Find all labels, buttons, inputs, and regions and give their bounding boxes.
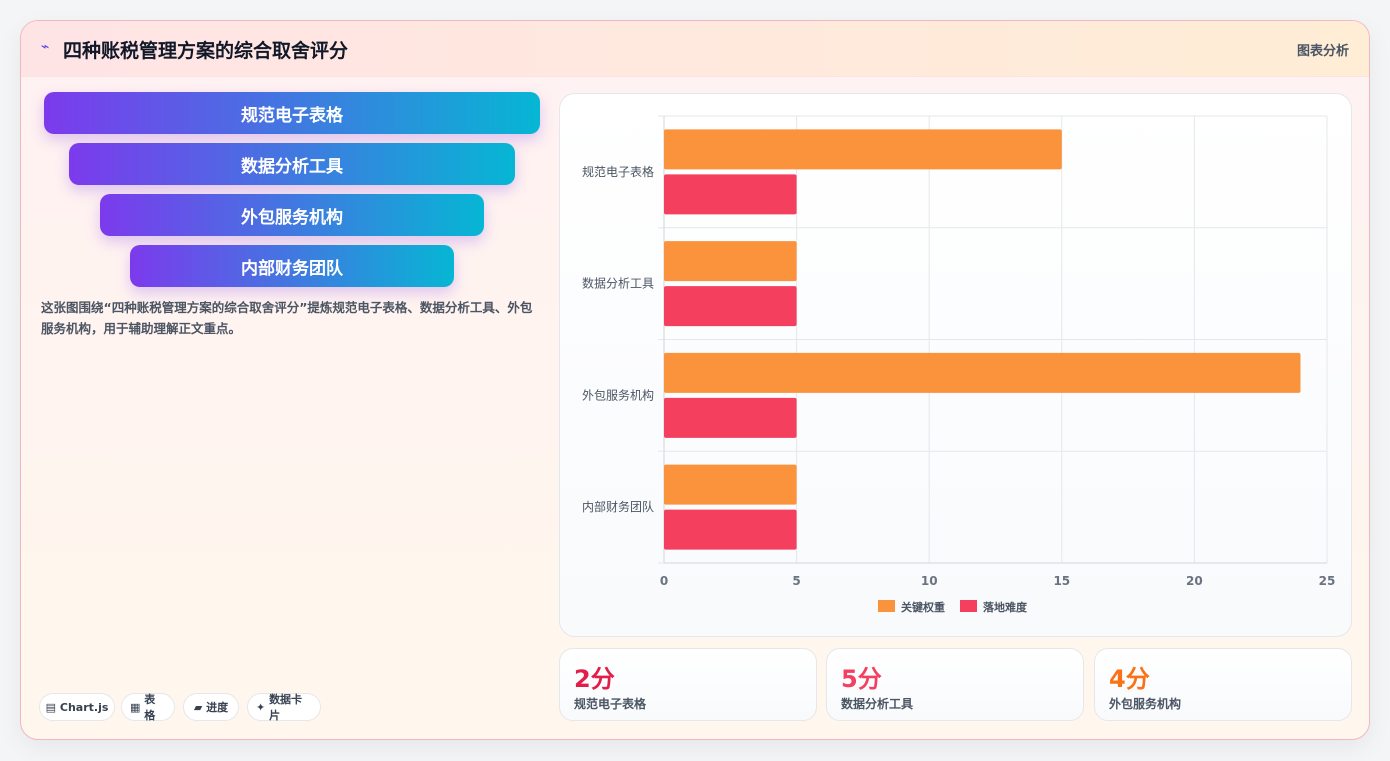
- funnel-item: 规范电子表格: [44, 92, 540, 134]
- chip-icon: ▤: [45, 700, 57, 714]
- chip-icon: ▰: [193, 700, 203, 714]
- x-tick-label: 10: [921, 574, 938, 588]
- bar-key-weight: [664, 241, 797, 282]
- funnel-item: 外包服务机构: [100, 194, 484, 236]
- bar-key-weight: [664, 464, 797, 505]
- description: 这张图围绕“四种账税管理方案的综合取舍评分”提炼规范电子表格、数据分析工具、外包…: [41, 300, 533, 336]
- chip-icon: ✦: [256, 700, 266, 714]
- funnel-item: 数据分析工具: [69, 143, 515, 185]
- y-tick-label: 外包服务机构: [582, 387, 654, 402]
- header-tag: 图表分析: [1296, 44, 1349, 59]
- y-tick-label: 规范电子表格: [582, 164, 654, 179]
- legend-label: 落地难度: [983, 600, 1028, 614]
- x-tick-label: 25: [1319, 574, 1336, 588]
- stat-label: 外包服务机构: [1109, 697, 1182, 711]
- chip-label: 进度: [206, 701, 229, 714]
- legend-swatch: [960, 600, 977, 612]
- stat-value: 2分: [574, 665, 615, 693]
- x-tick-label: 0: [660, 574, 668, 588]
- chip-label: 数据卡片: [269, 693, 303, 722]
- bar-difficulty: [664, 509, 797, 550]
- funnel-label: 数据分析工具: [241, 156, 343, 177]
- main-card: ⌁ 四种账税管理方案的综合取舍评分 图表分析 规范电子表格 数据分析工具 外包服…: [20, 20, 1370, 740]
- legend-swatch: [878, 600, 895, 612]
- funnel-label: 外包服务机构: [241, 207, 343, 228]
- chip-data-card[interactable]: ✦ 数据卡片: [247, 693, 321, 722]
- y-tick-label: 数据分析工具: [582, 276, 654, 291]
- header: ⌁ 四种账税管理方案的综合取舍评分 图表分析: [21, 21, 1369, 77]
- chart-panel: 0 5 10 15 20 25 规范电子表格 数据分析工具 外包服务机构 内部财务团队关键权重 落地…: [559, 93, 1352, 637]
- legend-label: 关键权重: [901, 600, 945, 614]
- funnel-label: 内部财务团队: [241, 258, 343, 279]
- stat-value: 5分: [841, 665, 882, 693]
- chip-label: 表格: [144, 693, 156, 722]
- y-tick-label: 内部财务团队: [582, 499, 654, 514]
- chip-table[interactable]: ▦ 表格: [121, 693, 175, 722]
- x-tick-label: 15: [1053, 574, 1070, 588]
- chip-label: Chart.js: [59, 700, 109, 714]
- bar-key-weight: [664, 129, 1062, 170]
- bar-difficulty: [664, 286, 797, 327]
- chip-icon: ▦: [130, 700, 141, 714]
- bar-difficulty: [664, 397, 797, 438]
- funnel-label: 规范电子表格: [241, 105, 343, 126]
- page-title: 四种账税管理方案的综合取舍评分: [63, 40, 349, 62]
- chart-line-icon: ⌁: [41, 39, 50, 55]
- x-tick-label: 5: [792, 574, 800, 588]
- funnel-item: 内部财务团队: [130, 245, 454, 287]
- chip-progress[interactable]: ▰ 进度: [183, 693, 239, 721]
- bar-key-weight: [664, 352, 1301, 393]
- stat-card: 5分 数据分析工具: [826, 648, 1084, 721]
- stat-label: 规范电子表格: [574, 697, 647, 711]
- bar-difficulty: [664, 174, 797, 215]
- x-tick-label: 20: [1186, 574, 1203, 588]
- stat-value: 4分: [1109, 665, 1150, 693]
- stat-card: 2分 规范电子表格: [559, 648, 817, 721]
- stat-card: 4分 外包服务机构: [1094, 648, 1352, 721]
- chip-chartjs[interactable]: ▤ Chart.js: [39, 693, 115, 721]
- stat-label: 数据分析工具: [841, 697, 914, 711]
